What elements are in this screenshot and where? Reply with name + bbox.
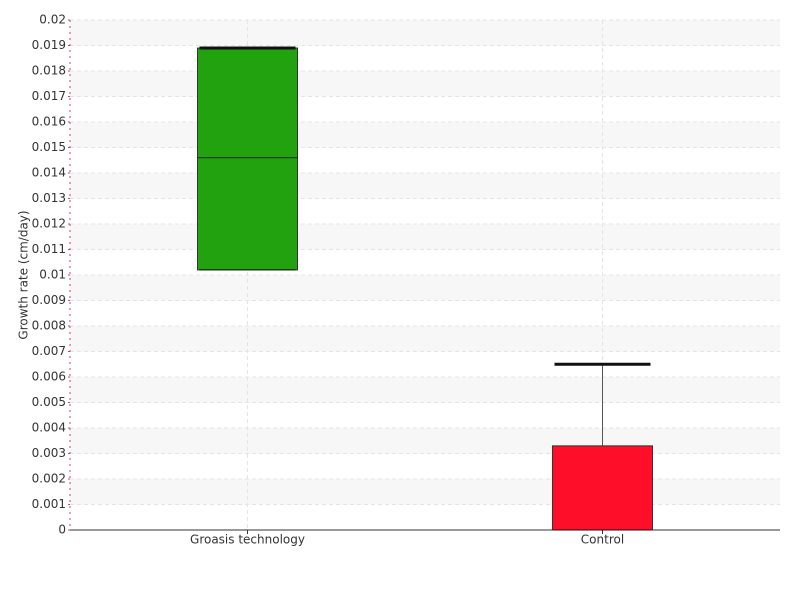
grid-band	[70, 377, 780, 403]
grid-band	[70, 224, 780, 250]
y-tick-label: 0.002	[32, 472, 66, 486]
y-tick-label: 0.008	[32, 319, 66, 333]
y-tick-label: 0.017	[32, 89, 66, 103]
y-tick-label: 0.015	[32, 140, 66, 154]
grid-band	[70, 479, 780, 505]
y-tick-label: 0.004	[32, 421, 66, 435]
y-tick-label: 0.014	[32, 166, 66, 180]
y-tick-label: 0.011	[32, 242, 66, 256]
y-tick-label: 0.019	[32, 38, 66, 52]
x-tick-label: Groasis technology	[190, 533, 305, 547]
y-tick-label: 0.02	[39, 13, 66, 27]
y-tick-label: 0.006	[32, 370, 66, 384]
y-tick-label: 0.012	[32, 217, 66, 231]
grid-band	[70, 122, 780, 148]
x-tick-label: Control	[581, 533, 624, 547]
grid-band	[70, 71, 780, 97]
grid-band	[70, 275, 780, 301]
grid-band	[70, 173, 780, 199]
box	[197, 47, 298, 271]
grid-band	[70, 428, 780, 454]
y-tick-label: 0.009	[32, 293, 66, 307]
y-tick-label: 0.007	[32, 344, 66, 358]
y-tick-label: 0.001	[32, 497, 66, 511]
y-tick-label: 0.005	[32, 395, 66, 409]
box	[552, 445, 653, 531]
y-axis-label: Growth rate (cm/day)	[17, 210, 31, 339]
y-tick-label: 0.016	[32, 115, 66, 129]
y-tick-label: 0	[58, 523, 66, 537]
y-tick-label: 0.013	[32, 191, 66, 205]
grid-band	[70, 326, 780, 352]
y-tick-label: 0.003	[32, 446, 66, 460]
y-tick-label: 0.018	[32, 64, 66, 78]
grid-band	[70, 20, 780, 46]
y-tick-label: 0.01	[39, 268, 66, 282]
